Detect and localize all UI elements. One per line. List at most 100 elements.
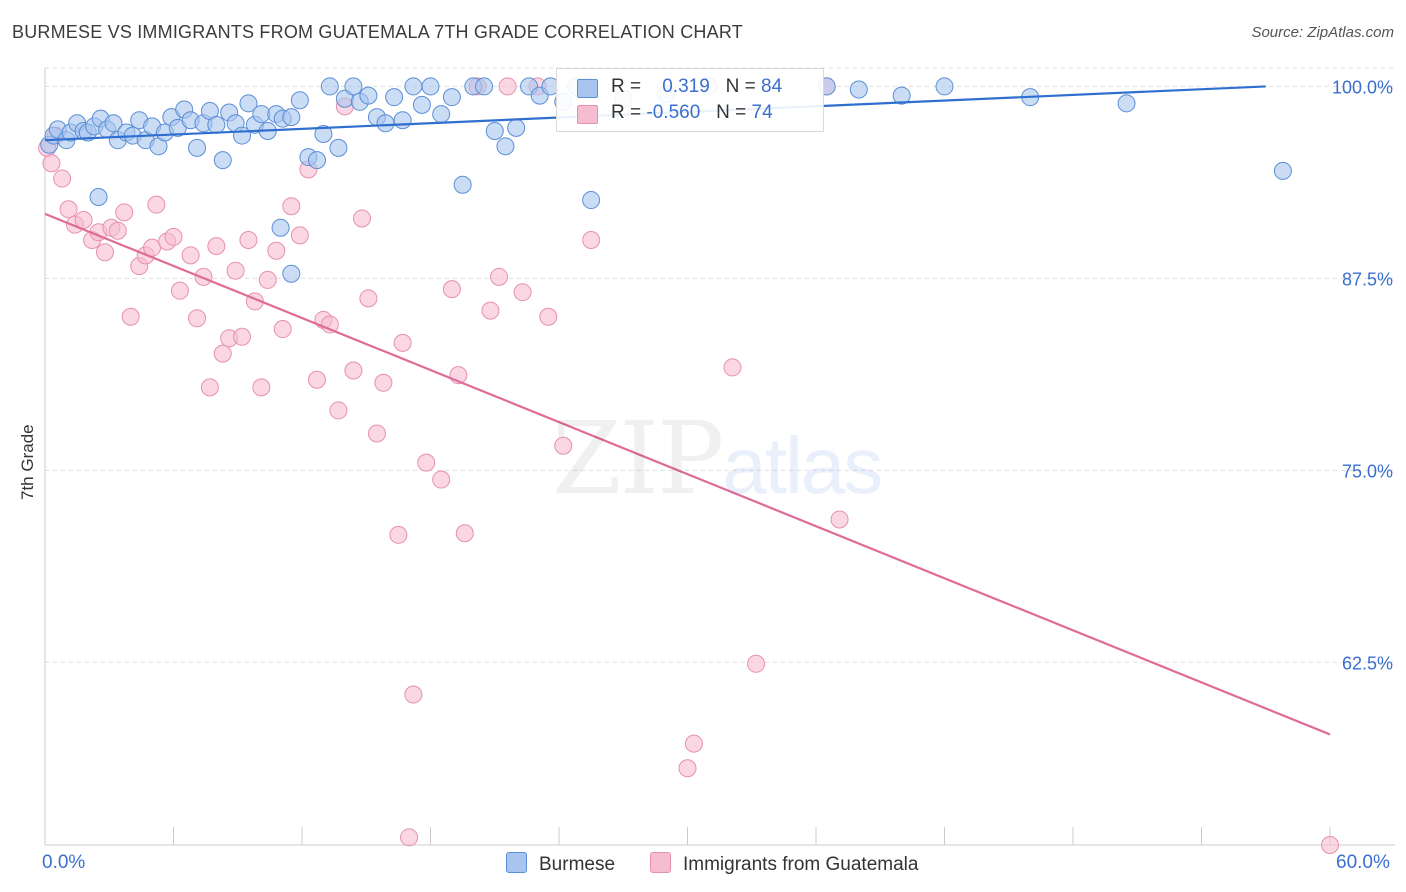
guatemala-point-69 (723, 358, 742, 377)
guatemala-point-54 (432, 470, 451, 489)
guatemala-point-72 (830, 510, 849, 529)
burmese-point-55 (421, 77, 440, 96)
legend-r-guatemala: -0.560 (646, 102, 701, 123)
guatemala-point-29 (233, 327, 252, 346)
guatemala-point-44 (344, 361, 363, 380)
guatemala-point-13 (121, 307, 140, 326)
guatemala-point-22 (188, 309, 207, 328)
chart-source: Source: ZipAtlas.com (1251, 24, 1394, 41)
guatemala-point-20 (170, 281, 189, 300)
y-tick-label-3: 100.0% (1332, 77, 1393, 97)
guatemala-point-30 (239, 230, 258, 249)
guatemala-point-12 (115, 203, 134, 222)
axes (44, 68, 1395, 846)
bottom-legend-guatemala: Immigrants from Guatemala (650, 852, 918, 876)
guatemala-point-37 (290, 226, 309, 245)
burmese-point-62 (496, 137, 515, 156)
y-tick-label-0: 62.5% (1342, 653, 1393, 673)
guatemala-point-59 (481, 301, 500, 320)
guatemala-point-32 (252, 378, 271, 397)
guatemala-point-51 (400, 828, 419, 847)
bottom-legend-burmese: Burmese (506, 852, 615, 876)
legend-n-label: N = (725, 76, 756, 97)
guatemala-point-60 (490, 267, 509, 286)
guatemala-point-3 (53, 169, 72, 188)
burmese-point-58 (453, 175, 472, 194)
x-tick-label-min: 0.0% (42, 852, 86, 873)
legend-n-burmese: 84 (761, 76, 783, 97)
guatemala-point-68 (684, 734, 703, 753)
burmese-point-46 (344, 77, 363, 96)
legend-n-label: N = (716, 102, 747, 123)
guatemala-point-23 (194, 267, 213, 286)
guatemala-point-47 (367, 424, 386, 443)
burmese-point-50 (376, 114, 395, 133)
guatemala-point-4 (59, 200, 78, 219)
legend-swatch-burmese (577, 79, 598, 98)
burmese-point-82 (282, 264, 301, 283)
guatemala-point-1 (42, 154, 61, 173)
guatemala-point-28 (226, 261, 245, 280)
legend-n-guatemala: 74 (751, 102, 773, 123)
burmese-point-63 (507, 118, 526, 137)
bottom-legend-swatch-guatemala (650, 852, 671, 873)
watermark-atlas: atlas (722, 421, 883, 510)
guatemala-point-34 (267, 241, 286, 260)
bottom-legend-label-burmese: Burmese (539, 854, 616, 875)
legend-r-label: R = (611, 76, 642, 97)
y-tick-label-1: 75.0% (1342, 461, 1393, 481)
y-tick-label-2: 87.5% (1342, 269, 1393, 289)
guatemala-point-65 (554, 436, 573, 455)
guatemala-point-24 (200, 378, 219, 397)
burmese-point-79 (1273, 161, 1292, 180)
guatemala-point-52 (404, 685, 423, 704)
legend-swatch-guatemala (577, 105, 598, 124)
x-tick-label-max: 60.0% (1336, 852, 1390, 873)
guatemala-point-50 (393, 333, 412, 352)
burmese-point-57 (442, 88, 461, 107)
burmese-point-60 (475, 77, 494, 96)
guatemala-point-53 (417, 453, 436, 472)
guatemala-point-17 (147, 195, 166, 214)
burmese-point-61 (485, 121, 504, 140)
correlation-legend: R = 0.319 N = 84 R = -0.560 N = 74 (556, 68, 824, 132)
guatemala-trend-line (44, 212, 1331, 736)
guatemala-point-73 (1321, 836, 1339, 854)
guatemala-point-66 (582, 230, 601, 249)
guatemala-point-64 (539, 307, 558, 326)
burmese-point-38 (282, 108, 301, 127)
watermark-zip: ZIP (552, 400, 724, 517)
guatemala-point-45 (352, 209, 371, 228)
guatemala-point-61 (498, 77, 517, 96)
burmese-point-54 (412, 95, 431, 114)
legend-r-burmese: 0.319 (662, 76, 710, 97)
guatemala-point-33 (258, 270, 277, 289)
bottom-legend-swatch-burmese (506, 852, 527, 873)
bottom-legend-label-guatemala: Immigrants from Guatemala (683, 854, 919, 875)
burmese-point-43 (320, 77, 339, 96)
guatemala-point-36 (282, 197, 301, 216)
guatemala-point-49 (389, 525, 408, 544)
burmese-point-83 (582, 191, 601, 210)
y-tick-labels: 62.5% 75.0% 87.5% 100.0% (1332, 77, 1393, 673)
guatemala-point-57 (455, 524, 474, 543)
guatemala-point-42 (329, 401, 348, 420)
guatemala-point-9 (95, 243, 114, 262)
burmese-point-80 (89, 187, 108, 206)
burmese-point-32 (239, 94, 258, 113)
guatemala-point-19 (164, 227, 183, 246)
burmese-point-52 (393, 111, 412, 130)
burmese-point-56 (432, 105, 451, 124)
burmese-point-24 (188, 138, 207, 157)
guatemala-point-11 (108, 221, 127, 240)
burmese-point-78 (1117, 94, 1136, 113)
guatemala-point-55 (442, 280, 461, 299)
legend-r-label: R = (611, 102, 642, 123)
burmese-point-48 (359, 86, 378, 105)
chart-title: BURMESE VS IMMIGRANTS FROM GUATEMALA 7TH… (12, 22, 743, 42)
burmese-point-42 (314, 125, 333, 144)
burmese-point-39 (290, 91, 309, 110)
y-axis-label: 7th Grade (18, 424, 37, 500)
burmese-point-53 (404, 77, 423, 96)
guatemala-point-25 (207, 237, 226, 256)
